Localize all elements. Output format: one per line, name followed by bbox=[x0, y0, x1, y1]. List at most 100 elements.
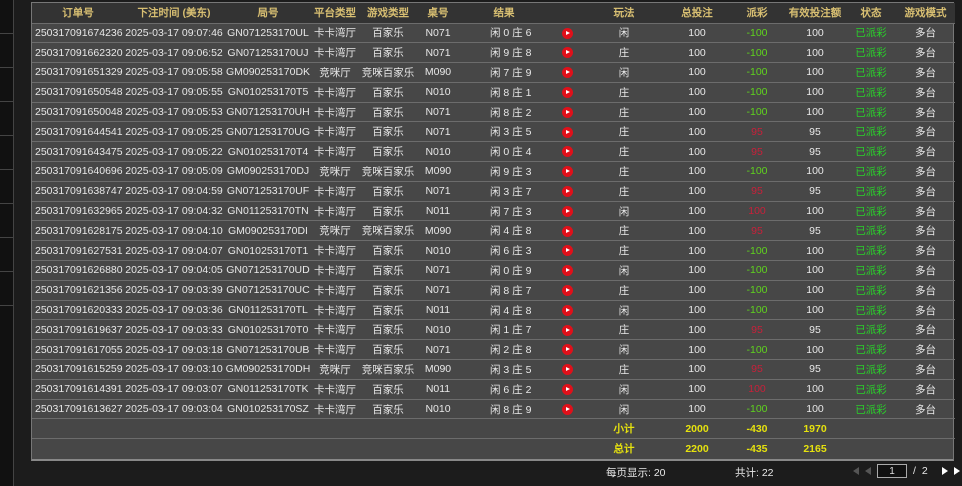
play-video-icon[interactable] bbox=[561, 126, 573, 138]
replay-cell bbox=[550, 299, 584, 320]
status-badge: 已派彩 bbox=[846, 200, 896, 221]
column-header: 玩法 bbox=[584, 3, 664, 23]
play-video-icon[interactable] bbox=[561, 27, 573, 39]
column-header: 桌号 bbox=[418, 3, 458, 23]
play-video-icon[interactable] bbox=[561, 304, 573, 316]
first-page-icon[interactable] bbox=[853, 467, 859, 475]
column-header: 平台类型 bbox=[312, 3, 358, 23]
bet-time: 2025-03-17 09:05:25 bbox=[124, 121, 224, 142]
play-video-icon[interactable] bbox=[561, 403, 573, 415]
play-video-icon[interactable] bbox=[561, 245, 573, 257]
empty-cell bbox=[846, 418, 896, 439]
status-badge: 已派彩 bbox=[846, 359, 896, 380]
empty-cell bbox=[124, 438, 224, 459]
result: 闲 7 庄 3 bbox=[458, 200, 550, 221]
platform: 卡卡湾厅 bbox=[312, 180, 358, 202]
empty-cell bbox=[312, 438, 358, 459]
game-type: 竞咪百家乐 bbox=[358, 161, 418, 182]
play-video-icon[interactable] bbox=[561, 364, 573, 376]
play-video-icon[interactable] bbox=[561, 166, 573, 178]
payout: -100 bbox=[730, 81, 784, 103]
bet-option: 闲 bbox=[584, 398, 664, 419]
total-pages: 2 bbox=[921, 465, 928, 477]
bet-time: 2025-03-17 09:05:09 bbox=[124, 161, 224, 182]
subtotal-row: 小计 2000 -430 1970 bbox=[32, 418, 955, 439]
play-video-icon[interactable] bbox=[561, 185, 573, 197]
play-video-icon[interactable] bbox=[561, 344, 573, 356]
replay-cell bbox=[550, 359, 584, 380]
bet-time: 2025-03-17 09:05:22 bbox=[124, 141, 224, 162]
game-mode: 多台 bbox=[896, 279, 955, 301]
prev-page-icon[interactable] bbox=[865, 467, 871, 475]
game-mode: 多台 bbox=[896, 240, 955, 261]
payout: -100 bbox=[730, 279, 784, 301]
game-mode: 多台 bbox=[896, 378, 955, 400]
column-header: 总投注 bbox=[664, 3, 730, 23]
table-no: N071 bbox=[418, 101, 458, 122]
play-video-icon[interactable] bbox=[561, 265, 573, 277]
platform: 卡卡湾厅 bbox=[312, 260, 358, 281]
platform: 卡卡湾厅 bbox=[312, 22, 358, 43]
platform: 竞咪厅 bbox=[312, 62, 358, 83]
bet-option: 庄 bbox=[584, 359, 664, 380]
payout: -100 bbox=[730, 299, 784, 320]
status-badge: 已派彩 bbox=[846, 42, 896, 63]
play-video-icon[interactable] bbox=[561, 324, 573, 336]
order-id: 250317091650548 bbox=[32, 81, 124, 103]
payout: 95 bbox=[730, 359, 784, 380]
total-bet: 100 bbox=[664, 319, 730, 340]
payout: -100 bbox=[730, 339, 784, 360]
table-row: 250317091651329 2025-03-17 09:05:58 GM0902… bbox=[32, 62, 955, 83]
play-video-icon[interactable] bbox=[561, 284, 573, 296]
order-id: 250317091620333 bbox=[32, 299, 124, 320]
status-badge: 已派彩 bbox=[846, 378, 896, 400]
payout: -100 bbox=[730, 22, 784, 43]
round-id: GM090253170DK bbox=[224, 62, 312, 83]
result: 闲 8 庄 2 bbox=[458, 101, 550, 122]
play-video-icon[interactable] bbox=[561, 67, 573, 79]
play-video-icon[interactable] bbox=[561, 106, 573, 118]
next-page-icon[interactable] bbox=[941, 467, 948, 475]
game-type: 百家乐 bbox=[358, 260, 418, 281]
table-row: 250317091626880 2025-03-17 09:04:05 GN0712… bbox=[32, 260, 955, 281]
empty-cell bbox=[896, 438, 955, 459]
table-row: 250317091650548 2025-03-17 09:05:55 GN0102… bbox=[32, 81, 955, 103]
valid-bet: 100 bbox=[784, 279, 846, 301]
table-no: N011 bbox=[418, 378, 458, 400]
round-id: GN011253170TL bbox=[224, 299, 312, 320]
bet-time: 2025-03-17 09:06:52 bbox=[124, 42, 224, 63]
platform: 卡卡湾厅 bbox=[312, 101, 358, 122]
game-mode: 多台 bbox=[896, 220, 955, 241]
result: 闲 6 庄 3 bbox=[458, 240, 550, 261]
status-badge: 已派彩 bbox=[846, 339, 896, 360]
page-number-input[interactable] bbox=[877, 464, 907, 478]
round-id: GN071253170UG bbox=[224, 121, 312, 142]
play-video-icon[interactable] bbox=[561, 87, 573, 98]
play-video-icon[interactable] bbox=[561, 225, 573, 237]
payout: -100 bbox=[730, 240, 784, 261]
table-row: 250317091632965 2025-03-17 09:04:32 GN0112… bbox=[32, 200, 955, 221]
table-no: N010 bbox=[418, 81, 458, 103]
play-video-icon[interactable] bbox=[561, 205, 573, 217]
game-mode: 多台 bbox=[896, 299, 955, 320]
order-id: 250317091662320 bbox=[32, 42, 124, 63]
bet-option: 庄 bbox=[584, 240, 664, 261]
valid-bet: 100 bbox=[784, 161, 846, 182]
replay-cell bbox=[550, 62, 584, 83]
round-id: GM090253170DI bbox=[224, 220, 312, 241]
valid-bet: 100 bbox=[784, 299, 846, 320]
status-badge: 已派彩 bbox=[846, 161, 896, 182]
play-video-icon[interactable] bbox=[561, 146, 573, 158]
total-bet: 100 bbox=[664, 378, 730, 400]
last-page-icon[interactable] bbox=[953, 467, 960, 475]
play-video-icon[interactable] bbox=[561, 383, 573, 395]
total-bet: 100 bbox=[664, 161, 730, 182]
game-mode: 多台 bbox=[896, 319, 955, 340]
empty-cell bbox=[358, 438, 418, 459]
play-video-icon[interactable] bbox=[561, 47, 573, 59]
subtotal-total-bet: 2000 bbox=[664, 418, 730, 439]
bet-option: 庄 bbox=[584, 141, 664, 162]
game-mode: 多台 bbox=[896, 22, 955, 43]
table-no: M090 bbox=[418, 220, 458, 241]
table-no: N071 bbox=[418, 121, 458, 142]
